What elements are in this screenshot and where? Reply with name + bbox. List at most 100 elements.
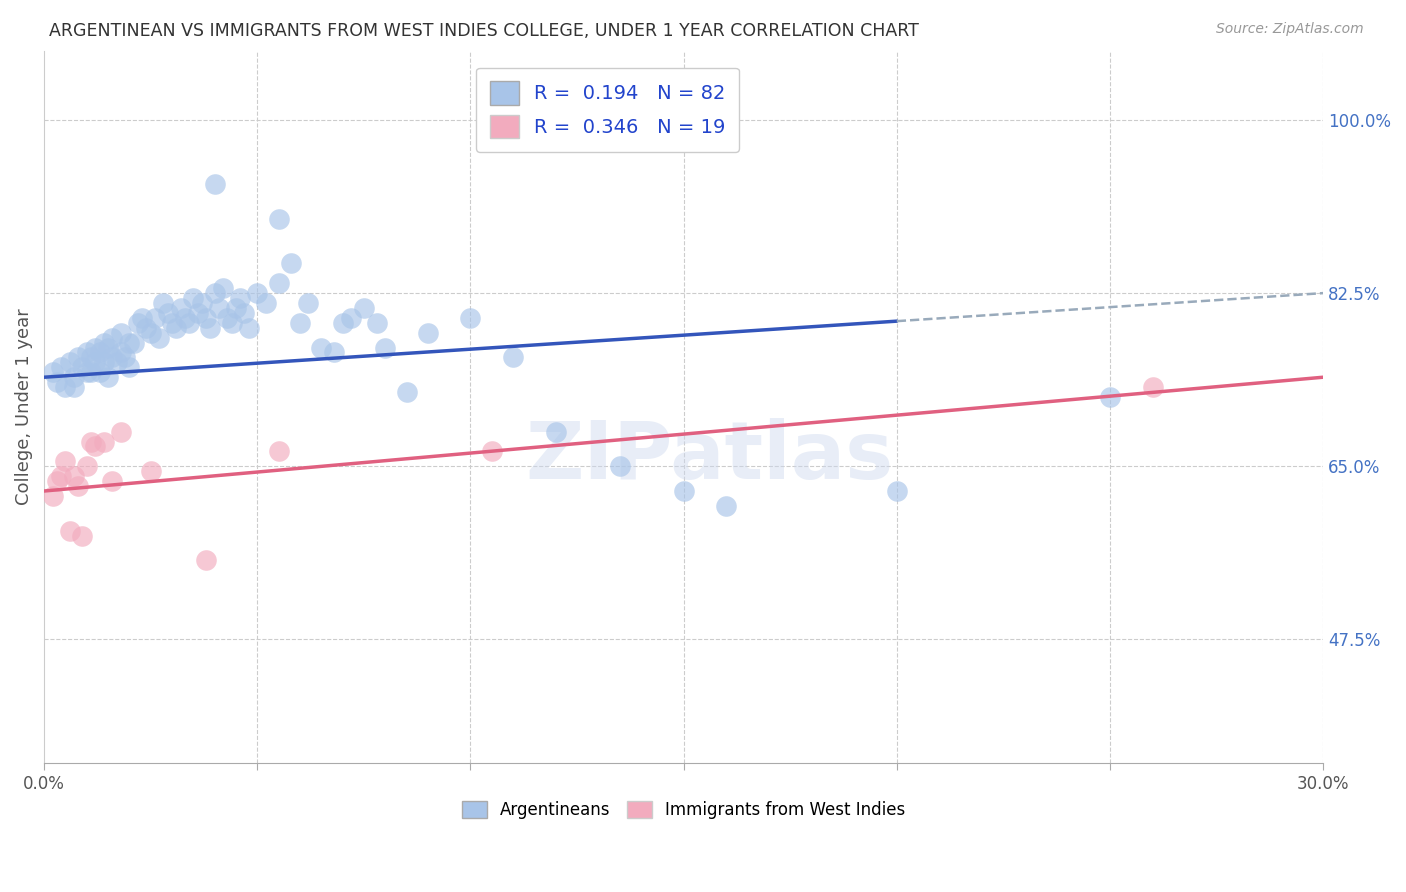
Point	[165, 320, 187, 334]
Point	[416, 326, 439, 340]
Point	[374, 341, 396, 355]
Point	[173, 310, 195, 325]
Point	[67, 479, 90, 493]
Point	[208, 301, 231, 315]
Point	[187, 306, 209, 320]
Point	[135, 320, 157, 334]
Point	[267, 444, 290, 458]
Point	[45, 375, 67, 389]
Point	[127, 316, 149, 330]
Point	[76, 345, 98, 359]
Point	[59, 524, 82, 538]
Point	[118, 360, 141, 375]
Point	[84, 440, 107, 454]
Point	[280, 256, 302, 270]
Point	[716, 499, 738, 513]
Point	[76, 459, 98, 474]
Point	[84, 355, 107, 369]
Point	[118, 335, 141, 350]
Point	[51, 360, 73, 375]
Point	[80, 365, 103, 379]
Point	[41, 365, 63, 379]
Point	[544, 425, 567, 439]
Point	[97, 370, 120, 384]
Point	[51, 469, 73, 483]
Point	[323, 345, 346, 359]
Point	[110, 425, 132, 439]
Point	[139, 326, 162, 340]
Point	[55, 454, 77, 468]
Point	[101, 474, 124, 488]
Point	[139, 464, 162, 478]
Point	[204, 178, 226, 192]
Point	[195, 310, 218, 325]
Point	[212, 281, 235, 295]
Point	[340, 310, 363, 325]
Point	[267, 211, 290, 226]
Point	[63, 370, 86, 384]
Point	[114, 351, 136, 365]
Point	[297, 296, 319, 310]
Point	[80, 351, 103, 365]
Point	[89, 345, 111, 359]
Text: Source: ZipAtlas.com: Source: ZipAtlas.com	[1216, 22, 1364, 37]
Point	[110, 345, 132, 359]
Point	[93, 335, 115, 350]
Point	[246, 286, 269, 301]
Point	[105, 355, 128, 369]
Point	[152, 296, 174, 310]
Point	[309, 341, 332, 355]
Point	[183, 291, 205, 305]
Point	[93, 355, 115, 369]
Point	[110, 326, 132, 340]
Point	[366, 316, 388, 330]
Point	[72, 528, 94, 542]
Point	[200, 320, 222, 334]
Point	[93, 434, 115, 449]
Point	[225, 301, 247, 315]
Point	[59, 355, 82, 369]
Point	[101, 331, 124, 345]
Point	[238, 320, 260, 334]
Point	[460, 310, 482, 325]
Point	[1098, 390, 1121, 404]
Point	[886, 483, 908, 498]
Point	[195, 553, 218, 567]
Point	[267, 277, 290, 291]
Point	[395, 385, 418, 400]
Point	[1142, 380, 1164, 394]
Point	[101, 351, 124, 365]
Point	[131, 310, 153, 325]
Point	[254, 296, 277, 310]
Point	[191, 296, 214, 310]
Point	[80, 434, 103, 449]
Point	[288, 316, 311, 330]
Point	[148, 331, 170, 345]
Point	[204, 286, 226, 301]
Point	[84, 341, 107, 355]
Point	[221, 316, 243, 330]
Point	[217, 310, 239, 325]
Point	[41, 489, 63, 503]
Point	[609, 459, 631, 474]
Point	[156, 306, 179, 320]
Point	[169, 301, 191, 315]
Point	[63, 469, 86, 483]
Point	[55, 380, 77, 394]
Point	[353, 301, 375, 315]
Point	[502, 351, 524, 365]
Point	[481, 444, 503, 458]
Text: ZIPatlas: ZIPatlas	[524, 417, 893, 496]
Point	[45, 474, 67, 488]
Point	[97, 341, 120, 355]
Point	[76, 365, 98, 379]
Point	[672, 483, 695, 498]
Point	[143, 310, 166, 325]
Point	[177, 316, 200, 330]
Point	[72, 360, 94, 375]
Point	[67, 351, 90, 365]
Point	[229, 291, 252, 305]
Point	[160, 316, 183, 330]
Y-axis label: College, Under 1 year: College, Under 1 year	[15, 309, 32, 505]
Point	[89, 365, 111, 379]
